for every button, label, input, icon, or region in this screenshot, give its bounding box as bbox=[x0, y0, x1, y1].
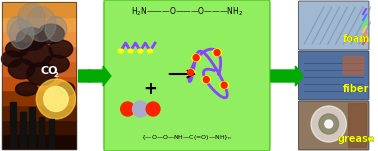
Ellipse shape bbox=[43, 55, 69, 73]
Circle shape bbox=[221, 82, 227, 88]
Bar bbox=[2, 120, 76, 134]
Bar bbox=[2, 2, 76, 17]
Ellipse shape bbox=[20, 41, 53, 67]
Ellipse shape bbox=[128, 49, 133, 53]
FancyArrow shape bbox=[271, 66, 303, 86]
FancyArrow shape bbox=[79, 66, 111, 86]
Circle shape bbox=[203, 77, 209, 83]
Ellipse shape bbox=[38, 24, 64, 44]
Bar bbox=[2, 61, 76, 76]
Bar bbox=[2, 90, 76, 105]
Text: {—O—O—NH—C(=O)—NH}$_n$: {—O—O—NH—C(=O)—NH}$_n$ bbox=[141, 132, 232, 141]
Text: H$_2$N———O———O———NH$_2$: H$_2$N———O———O———NH$_2$ bbox=[131, 6, 243, 18]
Bar bbox=[344, 56, 363, 74]
Ellipse shape bbox=[220, 82, 229, 89]
Text: +: + bbox=[143, 80, 157, 98]
Bar bbox=[29, 107, 35, 147]
Ellipse shape bbox=[36, 79, 76, 119]
Ellipse shape bbox=[15, 82, 37, 96]
Bar bbox=[2, 31, 76, 46]
FancyBboxPatch shape bbox=[298, 101, 369, 150]
Text: grease: grease bbox=[338, 134, 375, 144]
Circle shape bbox=[121, 102, 135, 116]
Circle shape bbox=[214, 50, 220, 56]
Ellipse shape bbox=[57, 82, 74, 96]
Circle shape bbox=[325, 120, 333, 128]
Text: CO: CO bbox=[40, 66, 58, 76]
Ellipse shape bbox=[192, 54, 201, 61]
Bar bbox=[39, 117, 44, 147]
FancyBboxPatch shape bbox=[298, 1, 369, 50]
Circle shape bbox=[132, 101, 148, 117]
Bar bbox=[20, 112, 25, 147]
Ellipse shape bbox=[7, 16, 26, 42]
Bar bbox=[349, 103, 366, 147]
FancyBboxPatch shape bbox=[104, 0, 270, 151]
Ellipse shape bbox=[26, 63, 56, 85]
Bar bbox=[2, 134, 76, 149]
Ellipse shape bbox=[2, 51, 22, 67]
Ellipse shape bbox=[49, 40, 73, 58]
Ellipse shape bbox=[186, 69, 195, 76]
Bar bbox=[2, 105, 76, 120]
FancyBboxPatch shape bbox=[298, 51, 369, 100]
Ellipse shape bbox=[202, 76, 211, 83]
Ellipse shape bbox=[148, 49, 153, 53]
Text: 2: 2 bbox=[54, 72, 58, 78]
Text: foam: foam bbox=[342, 34, 370, 44]
Ellipse shape bbox=[138, 49, 143, 53]
Ellipse shape bbox=[26, 6, 56, 42]
Bar bbox=[2, 76, 76, 90]
Text: foam: foam bbox=[342, 34, 370, 44]
Bar bbox=[2, 46, 76, 61]
Circle shape bbox=[311, 106, 346, 142]
Text: grease: grease bbox=[338, 134, 375, 144]
Ellipse shape bbox=[9, 19, 34, 49]
Ellipse shape bbox=[8, 59, 35, 79]
Circle shape bbox=[187, 70, 194, 76]
Text: fiber: fiber bbox=[343, 84, 369, 94]
Bar bbox=[2, 2, 76, 149]
Ellipse shape bbox=[18, 3, 45, 35]
Ellipse shape bbox=[118, 49, 123, 53]
Circle shape bbox=[319, 114, 339, 134]
Text: fiber: fiber bbox=[343, 84, 369, 94]
Circle shape bbox=[193, 55, 199, 61]
Ellipse shape bbox=[44, 87, 68, 111]
Ellipse shape bbox=[17, 28, 46, 50]
Ellipse shape bbox=[45, 16, 67, 42]
Ellipse shape bbox=[6, 41, 28, 57]
Bar bbox=[10, 102, 16, 147]
Bar bbox=[2, 17, 76, 31]
Ellipse shape bbox=[213, 49, 222, 56]
Circle shape bbox=[146, 102, 160, 116]
Bar bbox=[49, 119, 54, 147]
